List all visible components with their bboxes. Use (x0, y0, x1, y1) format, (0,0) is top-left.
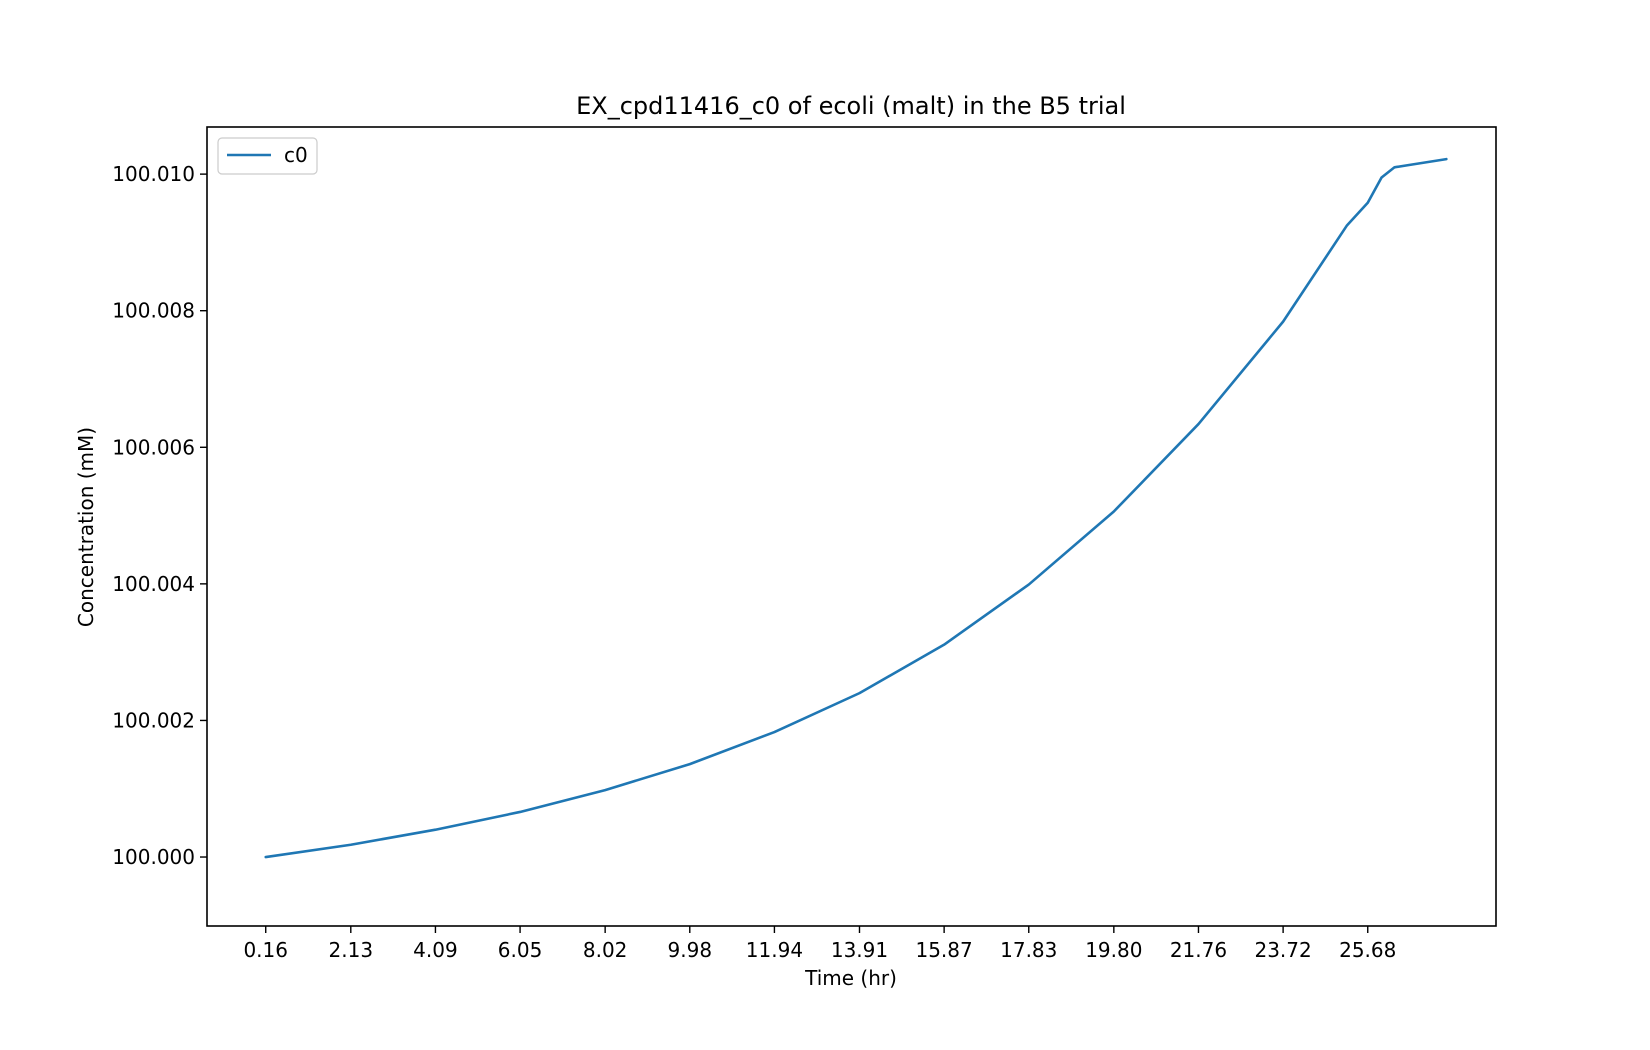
x-tick-label: 6.05 (498, 938, 543, 962)
plot-area-frame (206, 126, 1497, 927)
y-tick-label: 100.002 (112, 708, 195, 732)
y-axis: 100.000 100.002 100.004 100.006 100.008 100.0… (112, 162, 207, 869)
x-tick-label: 11.94 (746, 938, 803, 962)
x-tick-label: 15.87 (915, 938, 972, 962)
x-tick-label: 2.13 (329, 938, 374, 962)
y-axis-label: Concentration (mM) (74, 427, 98, 627)
legend-label: c0 (284, 143, 308, 167)
y-tick-label: 100.010 (112, 162, 195, 186)
x-tick-label: 21.76 (1170, 938, 1227, 962)
chart-title: EX_cpd11416_c0 of ecoli (malt) in the B5… (576, 92, 1126, 120)
x-tick-label: 23.72 (1254, 938, 1311, 962)
x-tick-label: 8.02 (583, 938, 628, 962)
x-axis-label: Time (hr) (804, 966, 897, 990)
series-line-c0 (264, 157, 1448, 859)
x-axis: 0.16 2.13 4.09 6.05 8.02 9.98 11.94 13.91 15.87 1… (243, 926, 1396, 962)
y-tick-label: 100.006 (112, 435, 195, 459)
x-tick-label: 17.83 (1000, 938, 1057, 962)
y-tick-label: 100.008 (112, 299, 195, 323)
x-tick-label: 25.68 (1339, 938, 1396, 962)
series-layer (264, 157, 1448, 859)
x-tick-label: 0.16 (243, 938, 288, 962)
legend: c0 (217, 137, 318, 175)
x-tick-label: 9.98 (668, 938, 713, 962)
y-tick-label: 100.004 (112, 572, 195, 596)
x-tick-label: 13.91 (831, 938, 888, 962)
y-tick-label: 100.000 (112, 845, 195, 869)
x-tick-label: 4.09 (413, 938, 458, 962)
x-tick-label: 19.80 (1085, 938, 1142, 962)
